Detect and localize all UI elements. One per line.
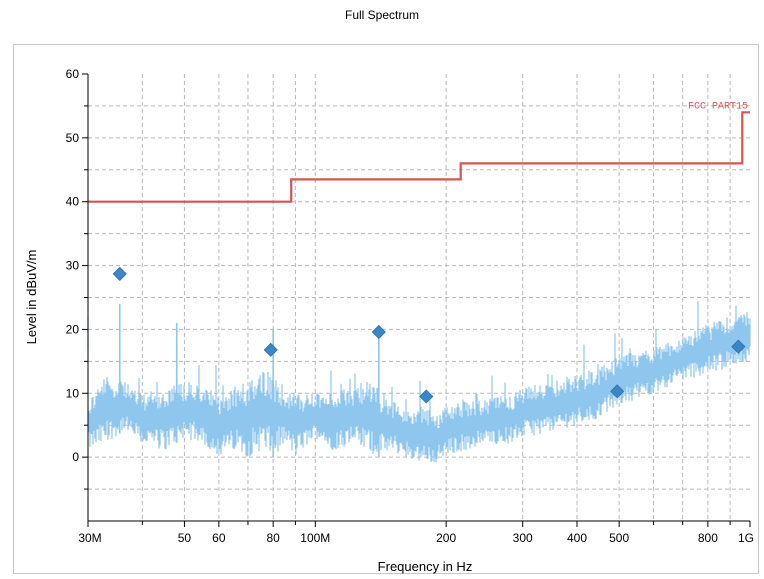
marker-point bbox=[731, 339, 746, 354]
x-tick-label: 200 bbox=[436, 531, 456, 545]
marker-point bbox=[112, 266, 127, 281]
chart-title: Full Spectrum bbox=[344, 8, 420, 22]
y-tick-label: 50 bbox=[66, 131, 80, 145]
tick-labels: 0 10 20 30 40 50 60 30M 50 60 80 100M 200 300 400 500 80… bbox=[66, 67, 754, 545]
axes bbox=[82, 73, 751, 527]
marker-point bbox=[610, 384, 625, 399]
x-tick-label: 300 bbox=[513, 531, 533, 545]
x-tick-label: 400 bbox=[567, 531, 587, 545]
limit-series bbox=[88, 111, 750, 203]
y-tick-label: 20 bbox=[66, 322, 80, 336]
y-tick-label: 60 bbox=[66, 67, 80, 81]
x-tick-label: 80 bbox=[266, 531, 280, 545]
x-tick-label: 1G bbox=[738, 531, 754, 545]
x-tick-label: 60 bbox=[212, 531, 226, 545]
marker-point bbox=[263, 342, 278, 357]
x-tick-label: 500 bbox=[609, 531, 629, 545]
y-tick-label: 30 bbox=[66, 259, 80, 273]
x-tick-label: 100M bbox=[300, 531, 330, 545]
marker-point bbox=[371, 324, 386, 340]
y-tick-label: 40 bbox=[66, 195, 80, 209]
limit-line-label: FCC PART15 bbox=[688, 101, 748, 112]
x-tick-label: 800 bbox=[698, 531, 718, 545]
x-tick-label: 30M bbox=[78, 531, 101, 545]
y-tick-label: 10 bbox=[66, 386, 80, 400]
y-tick-label: 0 bbox=[72, 450, 79, 464]
marker-series bbox=[112, 266, 746, 404]
limit-line bbox=[88, 111, 750, 203]
y-axis-label: Level in dBuV/m bbox=[24, 250, 39, 345]
x-axis-label: Frequency in Hz bbox=[378, 559, 473, 574]
x-tick-label: 50 bbox=[178, 531, 192, 545]
marker-point bbox=[419, 389, 434, 404]
